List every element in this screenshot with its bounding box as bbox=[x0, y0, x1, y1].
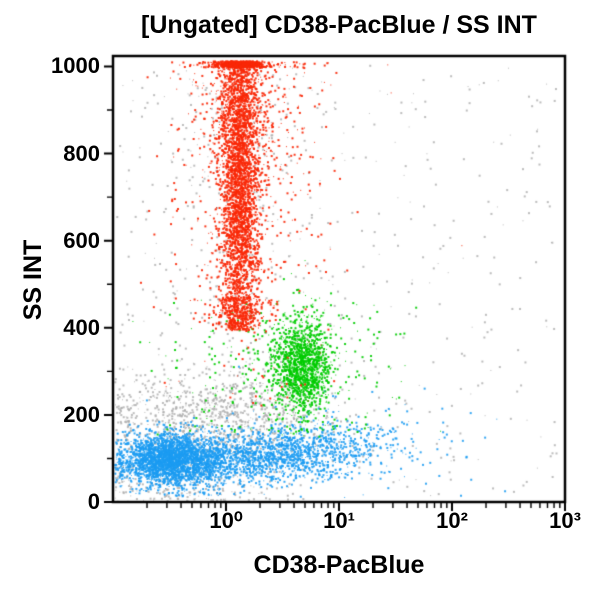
y-tick-label: 0 bbox=[87, 489, 100, 514]
y-axis-label: SS INT bbox=[19, 239, 47, 321]
y-tick-label: 200 bbox=[63, 401, 100, 427]
y-tick-label: 400 bbox=[63, 314, 100, 340]
x-tick-label: 10³ bbox=[549, 508, 581, 533]
y-tick-label: 600 bbox=[63, 227, 100, 253]
y-tick-label: 800 bbox=[63, 140, 100, 166]
x-tick-label: 10² bbox=[436, 508, 468, 533]
x-axis-label: CD38-PacBlue bbox=[253, 551, 425, 579]
x-tick-label: 10¹ bbox=[323, 508, 355, 533]
plot-title: [Ungated] CD38-PacBlue / SS INT bbox=[141, 11, 537, 39]
x-tick-label: 10⁰ bbox=[209, 508, 243, 533]
y-tick-label: 1000 bbox=[51, 53, 100, 79]
